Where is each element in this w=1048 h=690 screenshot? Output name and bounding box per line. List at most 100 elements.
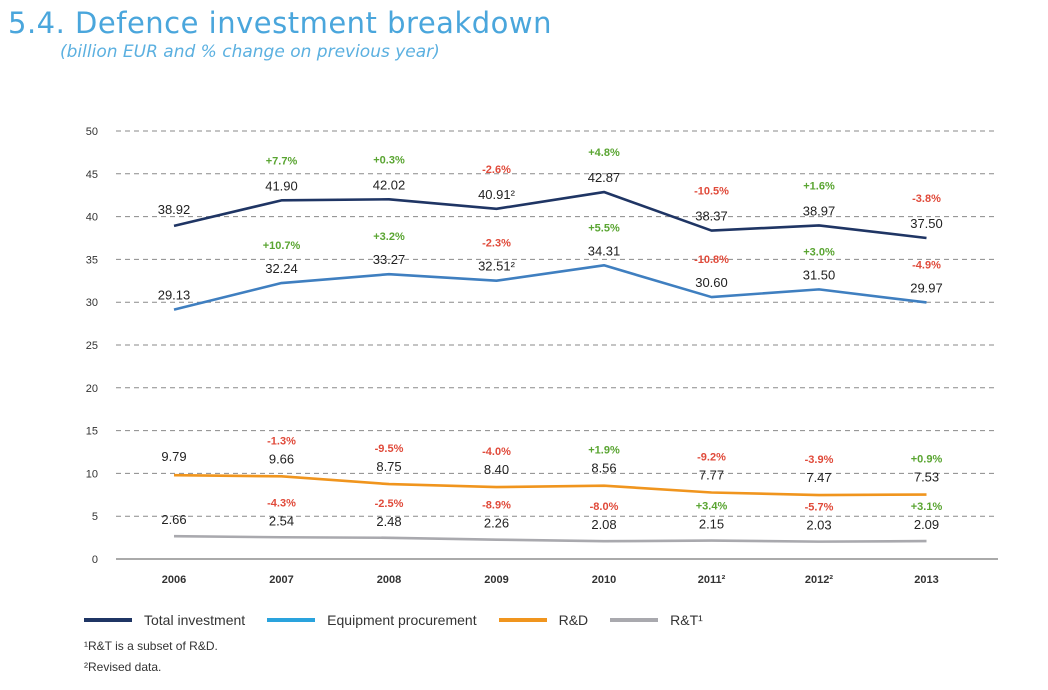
data-label: 33.27 <box>373 252 406 267</box>
change-label: -2.3% <box>482 238 511 250</box>
change-label: +10.7% <box>263 240 301 252</box>
change-label: -4.0% <box>482 446 511 458</box>
change-label: -8.0% <box>590 501 619 513</box>
data-label: 2.48 <box>376 514 401 529</box>
legend-item-equipment-procurement: Equipment procurement <box>267 612 477 628</box>
chart-title: 5.4. Defence investment breakdown <box>8 6 552 40</box>
x-tick-label: 2010 <box>592 574 616 586</box>
data-label: 34.31 <box>588 243 621 258</box>
legend-item-rt: R&T¹ <box>610 612 703 628</box>
chart-subtitle: (billion EUR and % change on previous ye… <box>60 42 440 62</box>
change-label: -2.5% <box>375 498 404 510</box>
y-tick-label: 30 <box>86 297 98 309</box>
legend-swatch-rd <box>498 618 547 622</box>
change-label: -3.9% <box>805 454 834 466</box>
legend-label-rd: R&D <box>558 612 589 628</box>
data-label: 2.15 <box>699 517 724 532</box>
x-tick-label: 2007 <box>269 574 293 586</box>
x-tick-label: 2011² <box>698 574 726 586</box>
series-line-1 <box>173 264 927 311</box>
legend-item-rd: R&D <box>498 612 589 628</box>
y-tick-label: 15 <box>86 426 98 438</box>
change-label: +5.5% <box>588 222 620 234</box>
data-label: 8.75 <box>376 459 401 474</box>
data-label: 32.51² <box>478 259 516 274</box>
legend-label-equipment-procurement: Equipment procurement <box>327 612 477 628</box>
data-label: 42.02 <box>373 177 406 192</box>
data-label: 30.60 <box>695 275 728 290</box>
data-label: 29.97 <box>910 280 943 295</box>
legend-swatch-rt <box>610 618 659 622</box>
line-chart: 0 5 10 15 20 25 30 35 40 45 50 2006 2007 2008 2009 2010… <box>86 126 998 586</box>
change-label: +3.4% <box>696 501 728 513</box>
data-label: 41.90 <box>265 178 298 193</box>
change-label: -1.3% <box>267 435 296 447</box>
footnote-2: ²Revised data. <box>84 660 162 674</box>
y-tick-label: 25 <box>86 340 98 352</box>
change-label: -3.8% <box>912 193 941 205</box>
data-label: 38.97 <box>803 203 836 218</box>
x-tick-label: 2008 <box>377 574 401 586</box>
change-label: +3.1% <box>911 501 943 513</box>
change-label: -8.9% <box>482 500 511 512</box>
y-tick-label: 45 <box>86 169 98 181</box>
y-tick-label: 50 <box>86 126 98 138</box>
change-label: +1.6% <box>803 180 835 192</box>
data-label: 38.92 <box>158 202 191 217</box>
legend-swatch-total-investment <box>84 618 132 622</box>
series-line-2 <box>173 473 927 497</box>
data-label: 7.47 <box>806 470 831 485</box>
series-line-3 <box>173 534 927 543</box>
change-label: +7.7% <box>266 155 298 167</box>
change-label: -9.5% <box>375 443 404 455</box>
data-label: 32.24 <box>265 261 298 276</box>
data-label: 7.77 <box>699 467 724 482</box>
data-label: 42.87 <box>588 170 621 185</box>
data-label: 8.40 <box>484 462 509 477</box>
data-label: 31.50 <box>803 267 836 282</box>
change-label: -4.9% <box>912 259 941 271</box>
change-label: +3.0% <box>803 246 835 258</box>
x-tick-label: 2013 <box>914 574 938 586</box>
change-label: -9.2% <box>697 451 726 463</box>
data-label: 2.26 <box>484 516 509 531</box>
change-label: -10.5% <box>694 186 729 198</box>
data-label: 9.66 <box>269 451 294 466</box>
x-tick-label: 2009 <box>484 574 508 586</box>
data-label: 7.53 <box>914 470 939 485</box>
change-label: -5.7% <box>805 502 834 514</box>
change-label: +3.2% <box>373 231 405 243</box>
legend: Total investment Equipment procurement R… <box>84 612 725 628</box>
data-label: 2.54 <box>269 513 294 528</box>
data-label: 29.13 <box>158 288 191 303</box>
change-label: -2.6% <box>482 164 511 176</box>
x-tick-label: 2012² <box>805 574 833 586</box>
x-tick-label: 2006 <box>162 574 186 586</box>
legend-label-rt: R&T¹ <box>670 612 703 628</box>
data-label: 2.08 <box>591 517 616 532</box>
change-label: +4.8% <box>588 147 620 159</box>
change-label: +0.9% <box>911 454 943 466</box>
y-tick-label: 35 <box>86 254 98 266</box>
data-label: 38.37 <box>695 209 728 224</box>
y-tick-label: 40 <box>86 212 98 224</box>
y-tick-label: 10 <box>86 468 98 480</box>
legend-label-total-investment: Total investment <box>144 612 246 628</box>
legend-swatch-equipment-procurement <box>267 618 316 622</box>
data-label: 2.09 <box>914 517 939 532</box>
data-label: 8.56 <box>591 461 616 476</box>
data-label: 2.66 <box>161 512 186 527</box>
change-label: +1.9% <box>588 445 620 457</box>
footnote-1: ¹R&T is a subset of R&D. <box>84 639 218 653</box>
series-line-0 <box>173 190 927 240</box>
change-label: -4.3% <box>267 497 296 509</box>
data-label: 9.79 <box>161 449 186 464</box>
legend-item-total-investment: Total investment <box>84 612 245 628</box>
data-label: 37.50 <box>910 216 943 231</box>
footnotes: ¹R&T is a subset of R&D. ²Revised data. <box>84 636 218 678</box>
y-tick-label: 20 <box>86 383 98 395</box>
change-label: -10.8% <box>694 254 729 266</box>
change-label: +0.3% <box>373 154 405 166</box>
y-tick-label: 0 <box>92 554 98 566</box>
data-label: 40.91² <box>478 187 516 202</box>
